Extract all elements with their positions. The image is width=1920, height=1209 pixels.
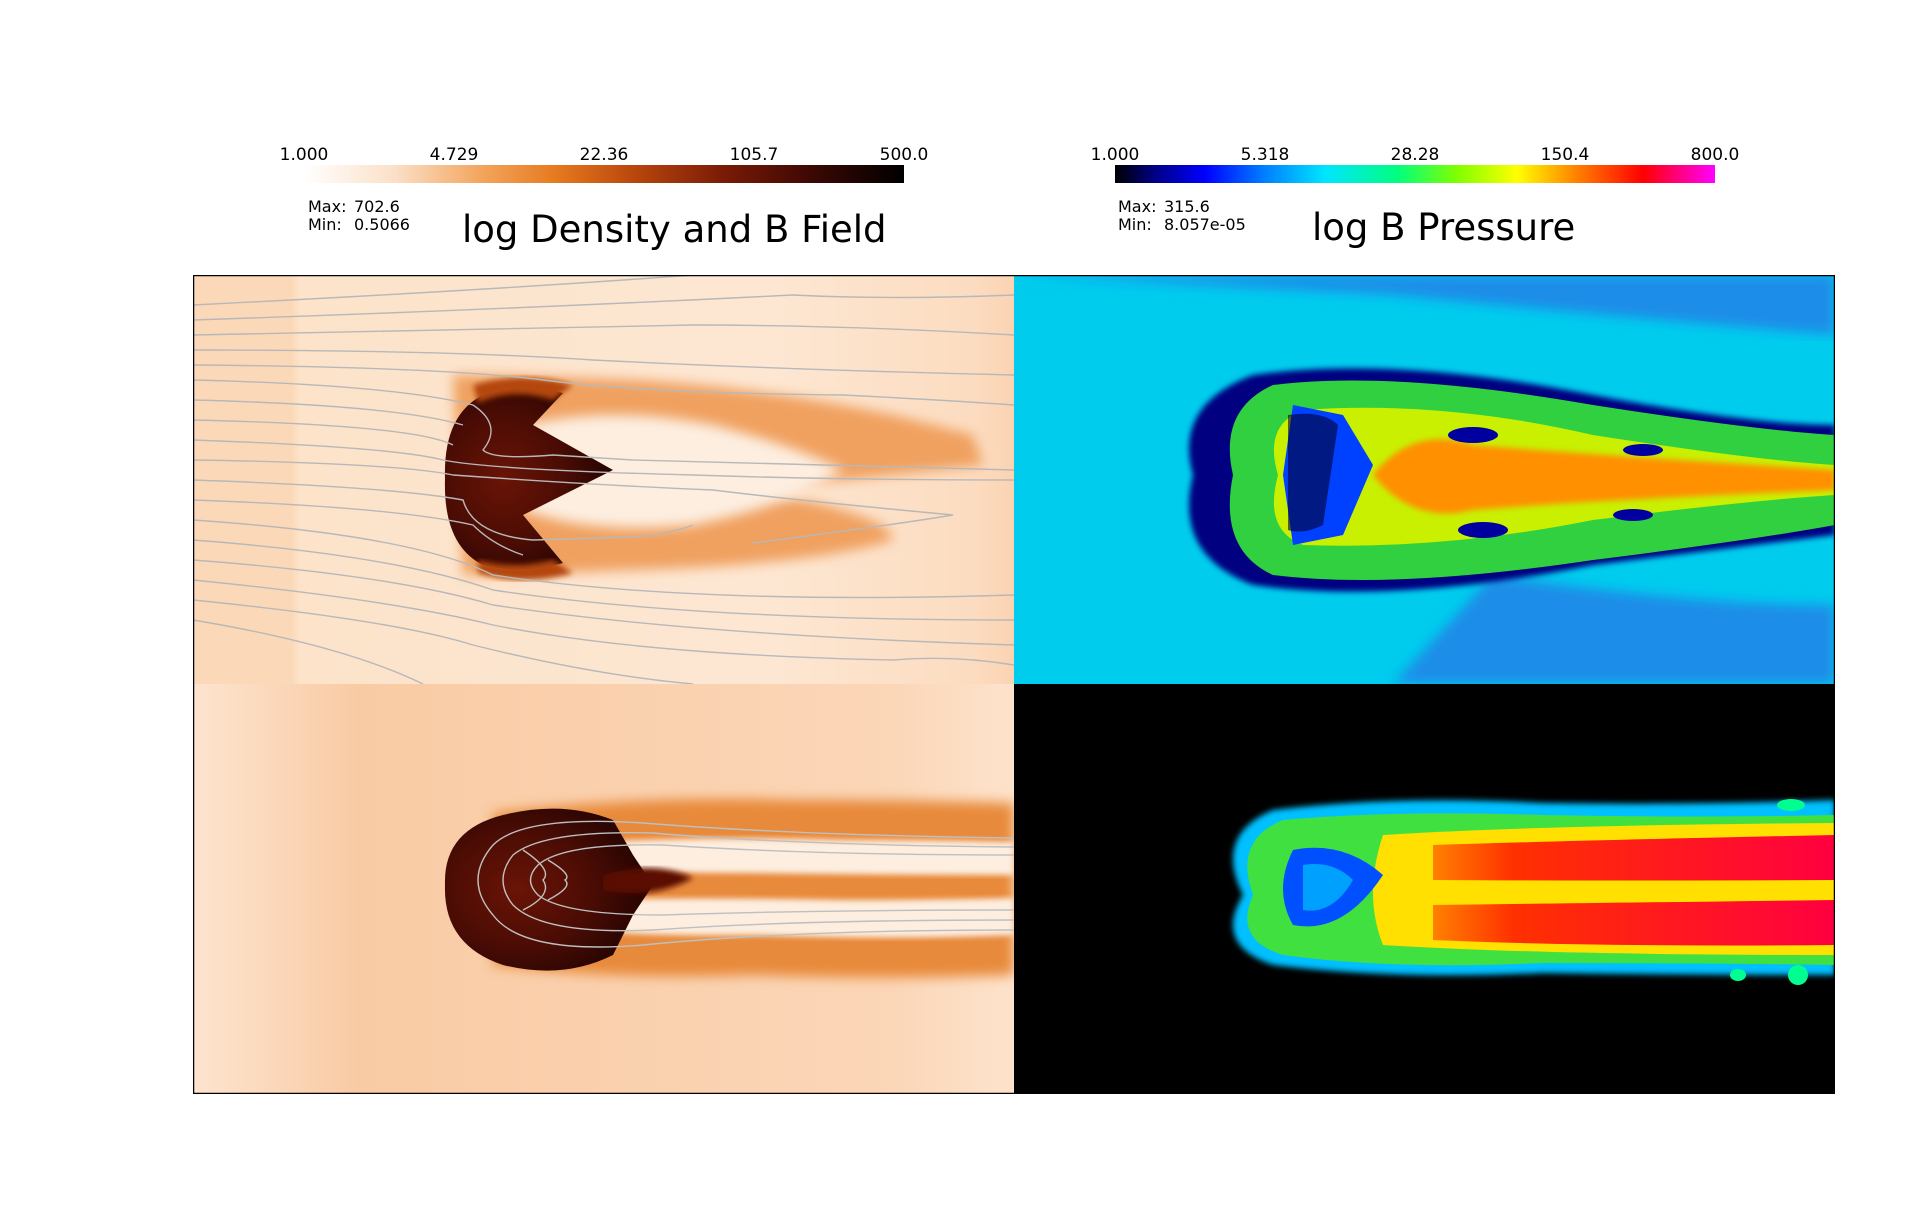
pressure-colorbar: 1.000 5.318 28.28 150.4 800.0 — [1091, 145, 1740, 185]
closed-field-lines — [477, 820, 1014, 948]
density-title: log Density and B Field — [462, 208, 887, 251]
pressure-min-value: 8.057e-05 — [1164, 215, 1246, 234]
density-tick-2: 22.36 — [579, 145, 629, 165]
density-top-panel — [193, 275, 1014, 684]
pressure-tick-0: 1.000 — [1090, 145, 1140, 165]
density-tick-3: 105.7 — [729, 145, 779, 165]
pressure-stats: Max: 315.6 Min: 8.057e-05 — [1118, 198, 1246, 234]
simulation-visualization — [193, 275, 1835, 1094]
pressure-tick-3: 150.4 — [1540, 145, 1590, 165]
density-bottom-panel — [193, 684, 1014, 1094]
magnetic-field-lines — [193, 275, 1014, 684]
density-tick-1: 4.729 — [429, 145, 479, 165]
pressure-max-label: Max: — [1118, 197, 1157, 216]
density-tick-4: 500.0 — [879, 145, 929, 165]
pressure-tick-1: 5.318 — [1240, 145, 1290, 165]
figure-border — [193, 275, 1835, 1094]
pressure-min-label: Min: — [1118, 215, 1152, 234]
density-min-value: 0.5066 — [354, 215, 410, 234]
pressure-bottom-panel — [1014, 684, 1835, 1094]
density-min-label: Min: — [308, 215, 342, 234]
density-max-value: 702.6 — [354, 197, 400, 216]
pressure-colorbar-gradient — [1115, 165, 1715, 183]
density-tick-0: 1.000 — [279, 145, 329, 165]
pressure-colorbar-ticks: 1.000 5.318 28.28 150.4 800.0 — [1091, 145, 1740, 165]
density-colorbar-gradient — [304, 165, 904, 183]
pressure-max-value: 315.6 — [1164, 197, 1210, 216]
pressure-top-panel — [1014, 275, 1835, 684]
density-max-label: Max: — [308, 197, 347, 216]
density-colorbar-ticks: 1.000 4.729 22.36 105.7 500.0 — [280, 145, 929, 165]
pressure-tick-2: 28.28 — [1390, 145, 1440, 165]
density-stats: Max: 702.6 Min: 0.5066 — [308, 198, 410, 234]
pressure-title: log B Pressure — [1312, 206, 1576, 249]
density-colorbar: 1.000 4.729 22.36 105.7 500.0 — [280, 145, 929, 185]
pressure-tick-4: 800.0 — [1690, 145, 1740, 165]
